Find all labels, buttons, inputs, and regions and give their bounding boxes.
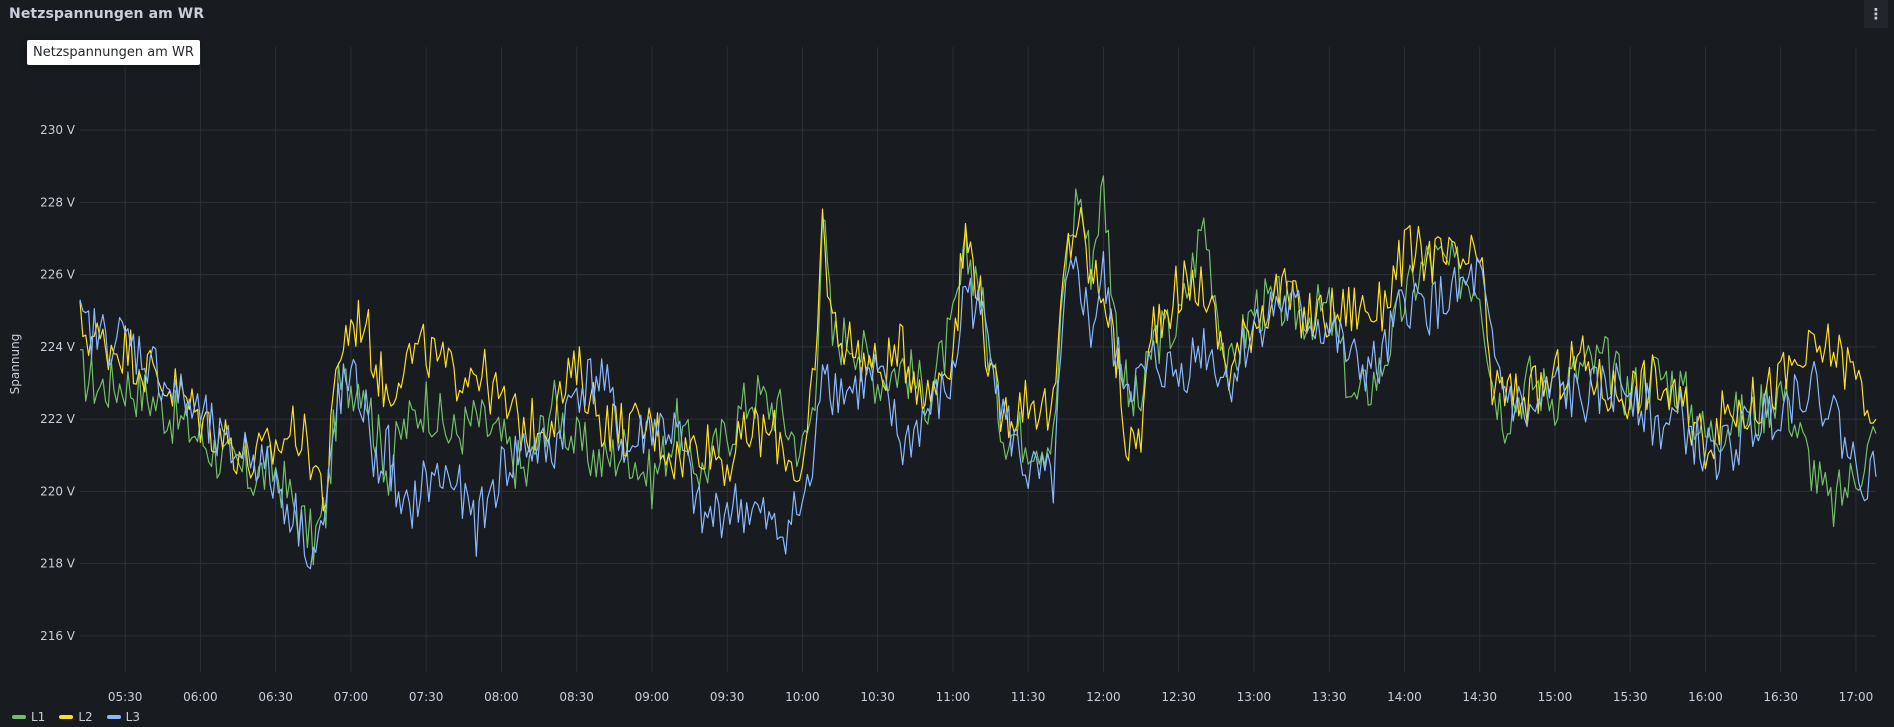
- x-tick-label: 09:30: [710, 690, 745, 704]
- legend-swatch: [106, 715, 121, 719]
- series-line-l2: [79, 207, 1877, 512]
- x-tick-label: 15:30: [1613, 690, 1648, 704]
- x-tick-label: 13:30: [1312, 690, 1347, 704]
- x-tick-label: 10:30: [860, 690, 895, 704]
- x-tick-label: 06:00: [183, 690, 218, 704]
- x-tick-label: 14:00: [1387, 690, 1422, 704]
- legend-label: L2: [78, 710, 93, 724]
- x-tick-label: 11:30: [1011, 690, 1046, 704]
- x-tick-label: 17:00: [1839, 690, 1874, 704]
- x-tick-label: 07:00: [334, 690, 369, 704]
- y-tick-label: 222 V: [40, 412, 76, 426]
- x-axis: 05:30 06:00 06:30 07:00 07:30 08:00 08:30 09:00…: [108, 690, 1873, 704]
- y-tick-label: 226 V: [40, 268, 76, 282]
- grid: [80, 47, 1876, 672]
- legend-item-l1[interactable]: L1: [12, 710, 45, 724]
- x-tick-label: 12:30: [1161, 690, 1196, 704]
- legend-item-l2[interactable]: L2: [59, 710, 93, 724]
- y-axis-label: Spannung: [8, 334, 22, 395]
- legend-swatch: [59, 715, 74, 719]
- series-line-l3: [79, 250, 1877, 570]
- panel-title: Netzspannungen am WR: [9, 6, 205, 22]
- legend-label: L1: [31, 710, 46, 724]
- y-tick-label: 230 V: [40, 123, 76, 137]
- legend-item-l3[interactable]: L3: [106, 710, 140, 724]
- x-tick-label: 16:00: [1688, 690, 1723, 704]
- legend-swatch: [12, 715, 26, 719]
- x-tick-label: 09:00: [635, 690, 670, 704]
- series-tooltip: Netzspannungen am WR: [27, 40, 200, 65]
- x-tick-label: 06:30: [258, 690, 293, 704]
- panel-menu-icon[interactable]: ⋮: [1864, 0, 1888, 28]
- x-tick-label: 14:30: [1462, 690, 1497, 704]
- y-axis: 216 V 218 V 220 V 222 V 224 V 226 V 228 V 230 V: [40, 123, 76, 643]
- x-tick-label: 05:30: [108, 690, 143, 704]
- x-tick-label: 08:00: [484, 690, 519, 704]
- legend: L1 L2 L3: [12, 710, 140, 724]
- x-tick-label: 16:30: [1763, 690, 1798, 704]
- x-tick-label: 11:00: [936, 690, 971, 704]
- y-tick-label: 220 V: [40, 484, 76, 498]
- x-tick-label: 10:00: [785, 690, 820, 704]
- series-layer: [79, 175, 1877, 570]
- x-tick-label: 15:00: [1538, 690, 1573, 704]
- x-tick-label: 12:00: [1086, 690, 1121, 704]
- y-tick-label: 224 V: [40, 340, 76, 354]
- series-line-l1: [79, 175, 1877, 566]
- x-tick-label: 07:30: [409, 690, 444, 704]
- y-tick-label: 216 V: [40, 629, 76, 643]
- x-tick-label: 13:00: [1237, 690, 1272, 704]
- y-tick-label: 218 V: [40, 557, 76, 571]
- legend-label: L3: [125, 710, 140, 724]
- x-tick-label: 08:30: [559, 690, 594, 704]
- y-tick-label: 228 V: [40, 195, 76, 209]
